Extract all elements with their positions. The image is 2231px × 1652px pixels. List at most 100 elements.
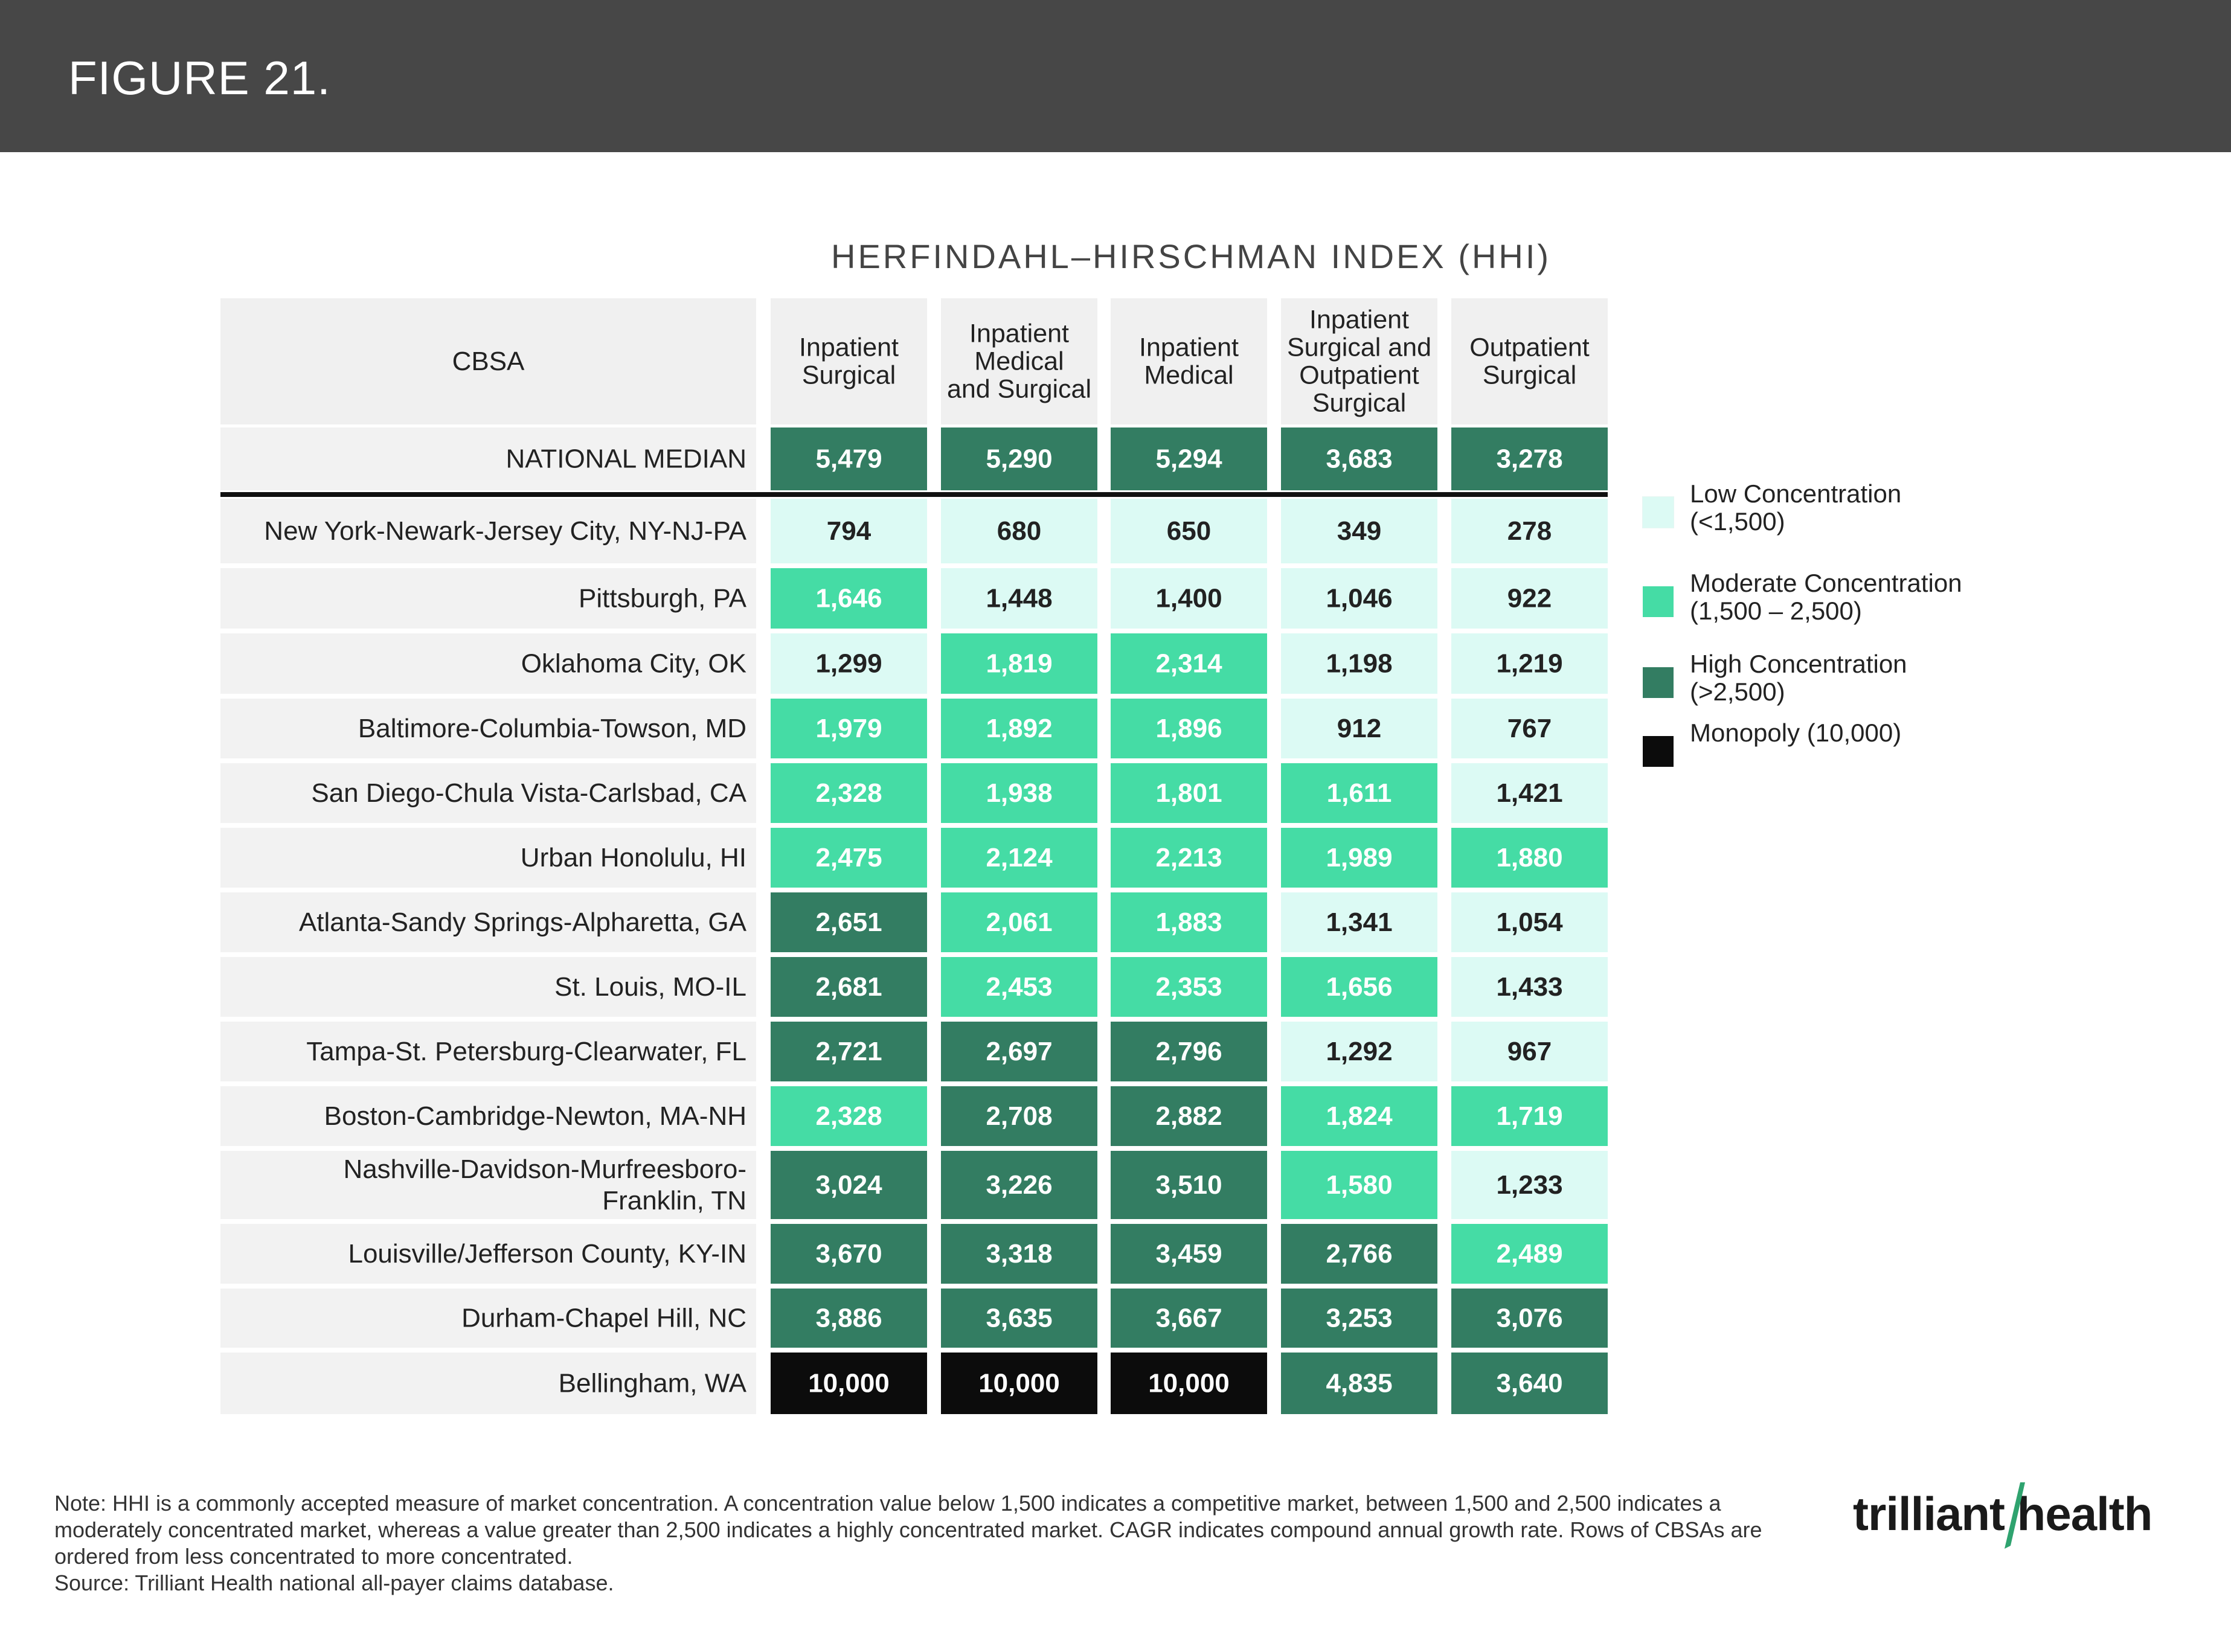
table-cell <box>1281 1022 1437 1081</box>
table-cell <box>771 763 927 823</box>
cell-value: 3,670 <box>815 1239 882 1269</box>
table-cell <box>941 1086 1097 1146</box>
table-cell <box>771 499 927 563</box>
table-cell <box>1281 499 1437 563</box>
table-cell <box>771 1289 927 1348</box>
column-header-text: Inpatient <box>969 319 1069 348</box>
row-label-cell <box>220 1151 756 1219</box>
table-cell <box>1451 1289 1608 1348</box>
cell-value: 794 <box>827 516 872 546</box>
table-cell <box>1451 1086 1608 1146</box>
table-cell <box>1281 699 1437 758</box>
table-cell <box>1111 828 1267 888</box>
cell-value: 1,719 <box>1496 1101 1562 1131</box>
row-label-cell <box>220 633 756 694</box>
cell-value: 2,681 <box>815 972 882 1002</box>
column-header-text: Inpatient <box>799 333 899 362</box>
cell-value: 3,635 <box>986 1304 1052 1333</box>
chart-title: HERFINDAHL–HIRSCHMAN INDEX (HHI) <box>831 237 1552 275</box>
cell-value: 10,000 <box>808 1369 890 1398</box>
cell-value: 1,979 <box>815 714 882 743</box>
column-header-text: Medical <box>974 347 1064 376</box>
cell-value: 1,824 <box>1326 1101 1393 1131</box>
cell-value: 2,124 <box>986 843 1053 872</box>
cell-value: 967 <box>1507 1037 1552 1066</box>
cell-value: 1,448 <box>986 584 1052 613</box>
row-label: Urban Honolulu, HI <box>521 843 746 872</box>
table-cell <box>941 1224 1097 1284</box>
cell-value: 1,989 <box>1326 843 1392 872</box>
cell-value: 1,580 <box>1326 1170 1392 1200</box>
cell-value: 912 <box>1337 714 1381 743</box>
table-cell <box>1111 957 1267 1017</box>
header-cell <box>1451 298 1608 424</box>
table-cell <box>1111 633 1267 694</box>
row-label-cell <box>220 892 756 952</box>
row-label: San Diego-Chula Vista-Carlsbad, CA <box>311 778 746 808</box>
source-text: Source: Trilliant Health national all-pa… <box>54 1570 614 1595</box>
row-label-cell <box>220 1224 756 1284</box>
table-cell <box>941 892 1097 952</box>
cell-value: 1,646 <box>815 584 882 613</box>
row-label: Louisville/Jefferson County, KY-IN <box>348 1239 746 1269</box>
cell-value: 1,880 <box>1496 843 1562 872</box>
column-header-text: Outpatient <box>1469 333 1589 362</box>
row-label-cell <box>220 1086 756 1146</box>
table-cell <box>1111 1353 1267 1414</box>
row-label: Tampa-St. Petersburg-Clearwater, FL <box>306 1037 746 1066</box>
cell-value: 3,886 <box>815 1304 882 1333</box>
cell-value: 2,314 <box>1155 649 1222 679</box>
table-cell <box>941 499 1097 563</box>
legend-label: Monopoly (10,000) <box>1690 719 1902 747</box>
cell-value: 2,721 <box>815 1037 882 1066</box>
column-header-text: Surgical <box>802 361 896 390</box>
cell-value: 1,892 <box>986 714 1052 743</box>
cell-value: 3,226 <box>986 1170 1052 1200</box>
table-cell <box>941 1022 1097 1081</box>
cell-value: 2,697 <box>986 1037 1052 1066</box>
legend-label: High Concentration (>2,500) <box>1690 650 1907 706</box>
table-cell <box>1281 763 1437 823</box>
cell-value: 1,292 <box>1326 1037 1392 1066</box>
median-value: 3,683 <box>1326 444 1392 474</box>
figure-number: FIGURE 21. <box>68 51 331 104</box>
cell-value: 3,510 <box>1155 1170 1222 1200</box>
cell-value: 1,883 <box>1155 908 1222 937</box>
cell-value: 1,819 <box>986 649 1052 679</box>
cell-value: 1,046 <box>1326 584 1392 613</box>
table-cell <box>1451 1353 1608 1414</box>
row-label-cell <box>220 699 756 758</box>
table-cell <box>1451 699 1608 758</box>
header-cell <box>941 298 1097 424</box>
table-cell <box>771 892 927 952</box>
cell-value: 3,253 <box>1326 1304 1392 1333</box>
cell-value: 2,453 <box>986 972 1052 1002</box>
cell-value: 1,341 <box>1326 908 1392 937</box>
table-cell <box>1111 1086 1267 1146</box>
median-label: NATIONAL MEDIAN <box>506 444 747 474</box>
table-cell <box>1281 1289 1437 1348</box>
median-cell <box>1281 427 1437 490</box>
cell-value: 3,318 <box>986 1239 1052 1269</box>
table-cell <box>1111 1151 1267 1219</box>
column-header-text: and Surgical <box>947 375 1091 404</box>
cell-value: 2,796 <box>1155 1037 1222 1066</box>
table-cell <box>941 568 1097 629</box>
row-label: Bellingham, WA <box>559 1369 747 1398</box>
cell-value: 2,061 <box>986 908 1052 937</box>
cell-value: 1,054 <box>1496 908 1563 937</box>
table-cell <box>771 633 927 694</box>
table-cell <box>1111 892 1267 952</box>
header-cell <box>1111 298 1267 424</box>
column-header-text: Outpatient <box>1299 361 1419 390</box>
table-cell <box>1451 1224 1608 1284</box>
legend-swatch <box>1643 667 1674 698</box>
row-label: Oklahoma City, OK <box>521 649 746 679</box>
table-cell <box>771 1151 927 1219</box>
header-cell <box>771 298 927 424</box>
cell-value: 2,213 <box>1155 843 1222 872</box>
cell-value: 1,198 <box>1326 649 1392 679</box>
table-cell <box>1281 1353 1437 1414</box>
row-label: Pittsburgh, PA <box>579 584 747 613</box>
cell-value: 1,896 <box>1155 714 1222 743</box>
